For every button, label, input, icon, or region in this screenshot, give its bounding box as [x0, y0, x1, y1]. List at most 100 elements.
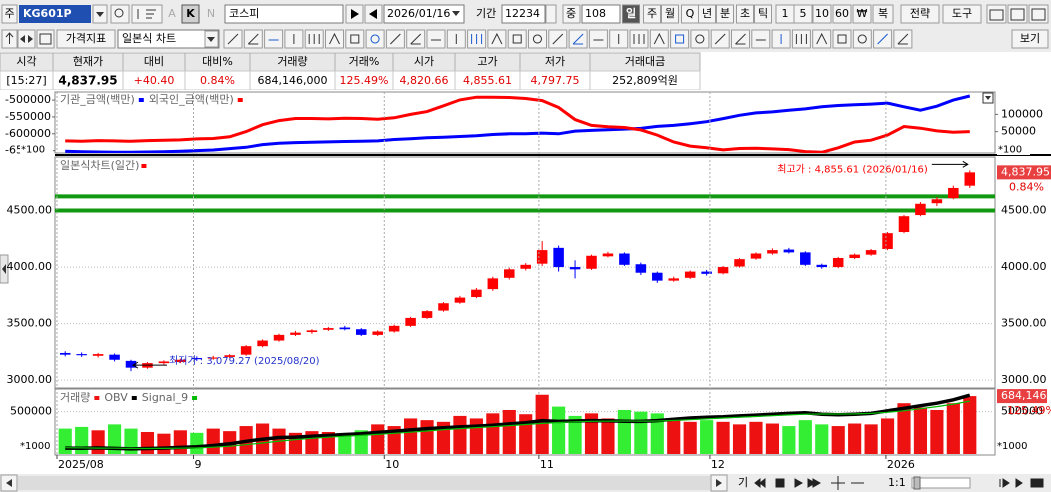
last-volume-label: 684,146: [1001, 389, 1047, 402]
interval-label[interactable]: 10: [815, 7, 829, 20]
overlap-field[interactable]: [581, 4, 621, 24]
header-label: 시각: [16, 55, 36, 68]
symbol-prefix[interactable]: 주: [4, 7, 14, 20]
tool-button[interactable]: [751, 29, 771, 49]
tool-button[interactable]: [264, 29, 284, 49]
interval-label[interactable]: 분: [720, 7, 730, 20]
volume-bar: [206, 428, 220, 454]
candle-body: [602, 253, 614, 257]
search-button[interactable]: [110, 4, 130, 24]
index-name[interactable]: 코스피: [229, 7, 259, 20]
toolbar-button-label[interactable]: ₩: [857, 7, 868, 20]
volume-bar: [782, 426, 796, 454]
market-key[interactable]: A: [168, 7, 176, 20]
date[interactable]: 2026/01/16: [387, 7, 450, 20]
symbol-code[interactable]: KG601P: [23, 7, 72, 20]
icon-button[interactable]: [17, 29, 36, 49]
candle-body: [832, 258, 844, 268]
interval-button[interactable]: [832, 4, 852, 24]
tool-glyph: [735, 33, 746, 45]
tool-button[interactable]: [690, 29, 710, 49]
interval-label[interactable]: 일: [626, 6, 636, 20]
toolbar-button-label[interactable]: 도구: [952, 7, 972, 20]
toolbar-button[interactable]: [900, 4, 940, 24]
scroll-mode[interactable]: 기: [738, 476, 748, 489]
toolbar-button[interactable]: [852, 4, 872, 24]
scroll-icons[interactable]: [754, 476, 864, 490]
tool-button[interactable]: [528, 29, 547, 49]
y-tick-label: -600000: [5, 127, 51, 140]
interval-label[interactable]: 1: [782, 7, 789, 20]
volume-bar: [963, 396, 977, 454]
period-field[interactable]: [501, 4, 546, 24]
button[interactable]: [1, 4, 18, 24]
tool-button[interactable]: [832, 29, 852, 49]
interval-label[interactable]: 초: [740, 7, 750, 20]
toolbar-button-label[interactable]: 복: [878, 7, 888, 20]
date-field[interactable]: [383, 4, 465, 24]
spin-button[interactable]: [545, 4, 557, 24]
interval-button[interactable]: [754, 4, 772, 24]
interval-label[interactable]: 월: [665, 7, 675, 20]
toolbar-button-label[interactable]: 전략: [910, 7, 930, 20]
interval-button[interactable]: [716, 4, 734, 24]
interval-button[interactable]: [622, 4, 640, 24]
change-label: 0.84%: [1009, 180, 1044, 193]
tool-button[interactable]: [812, 29, 832, 49]
interval-button[interactable]: [698, 4, 716, 24]
interval-label[interactable]: Q: [686, 7, 695, 20]
indicator-button[interactable]: [56, 29, 116, 49]
tool-button[interactable]: [487, 29, 507, 49]
scroll-track[interactable]: [18, 476, 710, 490]
interval-label[interactable]: 60: [835, 7, 849, 20]
symbol-field[interactable]: [19, 5, 91, 23]
interval-label[interactable]: 주: [647, 7, 657, 20]
chart-type[interactable]: 일본식 차트: [122, 31, 176, 45]
interval-button[interactable]: [661, 4, 679, 24]
interval-button[interactable]: [793, 4, 813, 24]
tool-glyph: [471, 34, 483, 44]
zoom-slider[interactable]: [911, 477, 971, 489]
tool-button[interactable]: [426, 29, 446, 49]
panel-menu-icon: [985, 96, 991, 100]
indicator-button-label[interactable]: 가격지표: [66, 32, 106, 45]
tool-glyph: [308, 34, 320, 44]
overlap-value[interactable]: 108: [585, 7, 606, 20]
zoom-thumb[interactable]: [913, 476, 921, 490]
tool-button[interactable]: [345, 29, 365, 49]
interval-label[interactable]: 5: [800, 7, 807, 20]
market-key-selected[interactable]: [181, 4, 200, 24]
view-button-label[interactable]: 보기: [1020, 32, 1040, 45]
x-tick-label: 10: [385, 458, 399, 471]
interval-button[interactable]: [643, 4, 661, 24]
tool-button[interactable]: [588, 29, 608, 49]
annotation-low: 최저가 : 3,079.27 (2025/08/20): [169, 355, 320, 367]
legend-marker: [131, 396, 137, 400]
toolbar-button[interactable]: [942, 4, 982, 24]
tool-button[interactable]: [852, 29, 872, 49]
interval-button[interactable]: [736, 4, 754, 24]
toolbar-button[interactable]: [872, 4, 894, 24]
overlap-toggle[interactable]: [562, 4, 581, 24]
interval-label[interactable]: 년: [702, 7, 712, 20]
tool-button[interactable]: [649, 29, 669, 49]
zoom-ratio[interactable]: 1:1: [888, 476, 906, 489]
index-name-field[interactable]: [224, 4, 344, 24]
y2-tick-label: 500000: [1001, 405, 1043, 418]
candle-body: [125, 360, 137, 368]
period-value[interactable]: 12234: [505, 7, 540, 20]
chart-type-select[interactable]: [117, 29, 220, 49]
market-key[interactable]: K: [186, 7, 195, 20]
view-button[interactable]: [1011, 29, 1049, 49]
interval-button[interactable]: [812, 4, 832, 24]
scroll-right-icon: [716, 479, 722, 487]
tool-button[interactable]: [325, 29, 344, 49]
tool-button[interactable]: [670, 29, 690, 49]
candle-body: [783, 249, 795, 253]
tool-button[interactable]: [507, 29, 527, 49]
tool-button[interactable]: [365, 29, 385, 49]
market-key[interactable]: N: [207, 7, 215, 20]
tool-glyph: [410, 33, 422, 45]
interval-label[interactable]: 틱: [758, 7, 768, 20]
scroll-icons[interactable]: [999, 478, 1044, 488]
